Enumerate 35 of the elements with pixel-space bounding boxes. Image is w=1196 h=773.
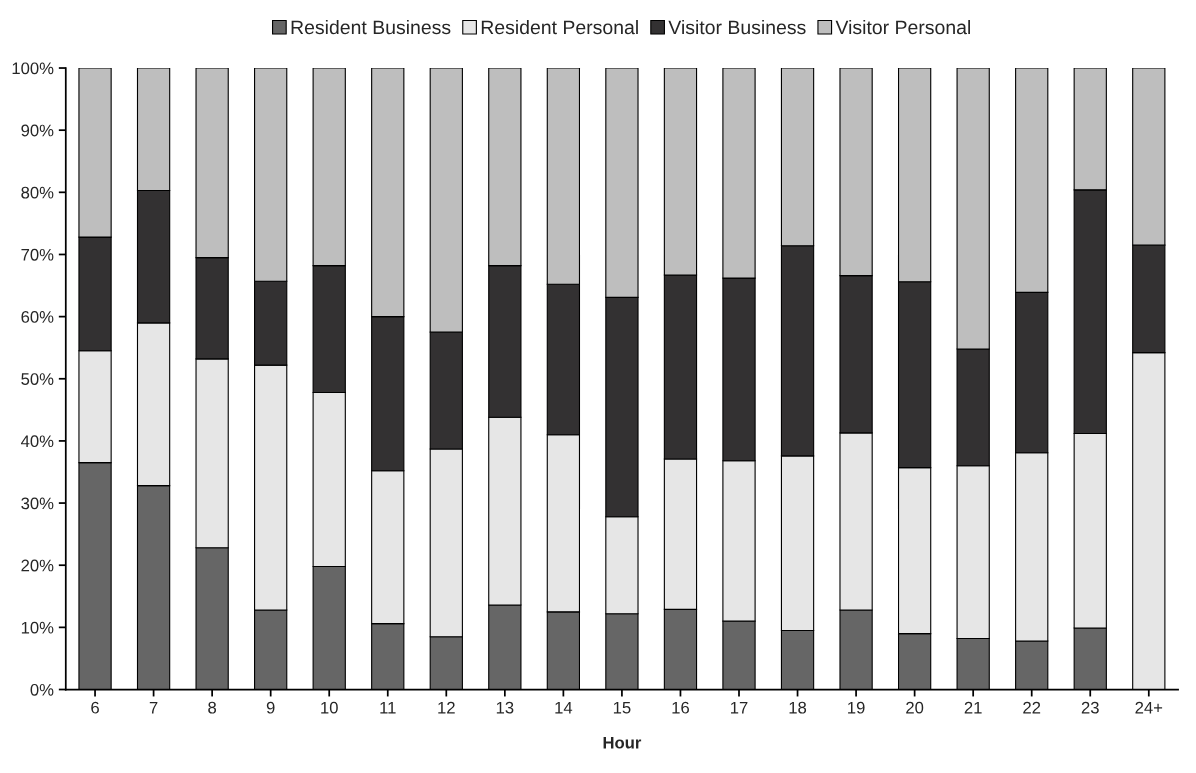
y-tick-label: 20%	[21, 559, 54, 572]
x-tick-label: 19	[848, 701, 865, 714]
x-tick-label: 13	[496, 701, 514, 714]
y-tick-label: 30%	[21, 497, 54, 510]
y-tick-label: 100%	[12, 62, 54, 75]
y-tick-label: 10%	[21, 621, 54, 634]
x-tick-label: 16	[672, 701, 689, 714]
y-tick-label: 80%	[21, 186, 54, 199]
x-tick-label: 6	[91, 701, 99, 714]
x-tick-label: 24+	[1135, 701, 1163, 714]
y-tick-label: 60%	[21, 311, 54, 323]
x-tick-label: 11	[380, 701, 396, 714]
x-axis-title: Hour	[603, 736, 642, 749]
x-tick-label: 12	[438, 701, 455, 714]
y-tick-label: 0%	[30, 683, 54, 696]
legend-label: Resident Personal	[481, 19, 638, 35]
x-tick-label: 15	[613, 701, 631, 714]
x-tick-label: 17	[731, 701, 748, 714]
y-tick-label: 70%	[21, 248, 54, 261]
legend-label: Visitor Business	[668, 19, 806, 35]
y-tick-label: 90%	[21, 124, 54, 137]
x-tick-label: 7	[149, 701, 158, 714]
legend-label: Visitor Personal	[835, 19, 970, 35]
x-tick-label: 10	[321, 701, 338, 714]
legend-label: Resident Business	[291, 19, 451, 35]
x-tick-label: 8	[208, 701, 217, 714]
x-tick-label: 21	[964, 701, 982, 714]
x-tick-label: 14	[555, 701, 573, 714]
x-tick-label: 18	[789, 701, 807, 714]
y-tick-label: 50%	[21, 373, 54, 385]
x-tick-label: 22	[1023, 701, 1041, 714]
x-tick-label: 23	[1081, 701, 1099, 714]
x-tick-label: 20	[906, 701, 924, 714]
y-tick-label: 40%	[21, 435, 54, 448]
x-tick-label: 9	[266, 701, 275, 714]
